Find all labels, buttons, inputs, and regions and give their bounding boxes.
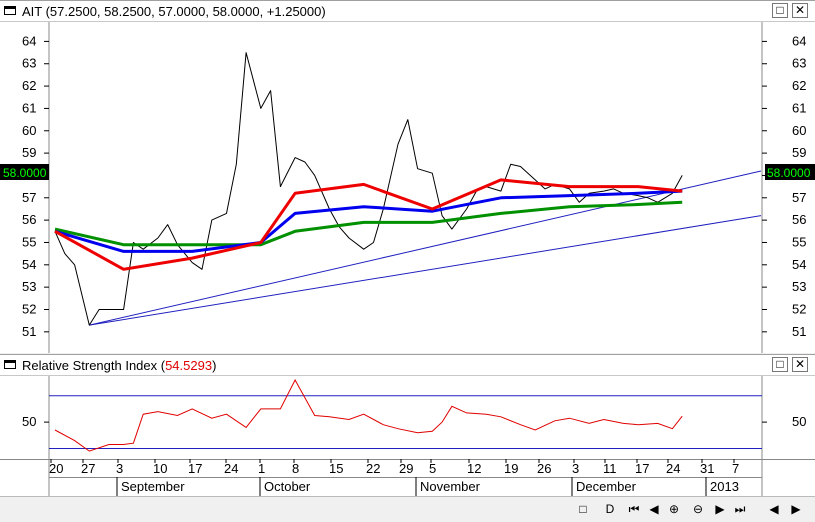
y-tick-label-left: 57 xyxy=(22,190,36,205)
rsi-line xyxy=(54,378,683,452)
window-icon xyxy=(4,6,16,15)
last-value-label-left: 58.0000 xyxy=(0,164,49,180)
last-value-label-right: 58.0000 xyxy=(765,164,815,180)
y-tick-label-left: 56 xyxy=(22,212,36,227)
x-tick-label: 12 xyxy=(467,461,481,476)
x-tick-label: 24 xyxy=(224,461,238,476)
rsi-tick-label-left: 50 xyxy=(22,414,36,429)
rsi-pane-title: Relative Strength Index (54.5293) xyxy=(22,358,216,373)
x-tick-label: 19 xyxy=(504,461,518,476)
x-tick-label: 26 xyxy=(537,461,551,476)
window-icon xyxy=(4,360,16,369)
x-tick-label: 10 xyxy=(153,461,167,476)
x-tick-label: 3 xyxy=(572,461,579,476)
y-tick-label-left: 51 xyxy=(22,324,36,339)
maximize-button[interactable]: □ xyxy=(772,3,788,18)
scroll-left-button[interactable]: ◀ xyxy=(649,502,659,516)
y-tick-label-left: 55 xyxy=(22,234,36,249)
y-tick-label-left: 54 xyxy=(22,257,36,272)
x-tick-label: 27 xyxy=(81,461,95,476)
scroll-to-start-button[interactable]: ⏮ xyxy=(628,502,640,516)
month-label: September xyxy=(121,479,185,494)
rsi-chart[interactable]: 50 50 xyxy=(0,376,815,459)
month-label: November xyxy=(420,479,481,494)
y-tick-label-left: 63 xyxy=(22,56,36,71)
pan-right-button[interactable]: ▶ xyxy=(791,502,801,516)
trendline-1 xyxy=(89,215,762,326)
y-tick-label-left: 59 xyxy=(22,145,36,160)
y-tick-label-right: 61 xyxy=(792,100,806,115)
x-axis: 20 27 3 10 17 24 1 8 15 22 29 5 12 19 26 3 11 17 24 31 7 Sep… xyxy=(0,459,815,496)
trendline-2 xyxy=(89,170,762,326)
toggle-panel-button[interactable]: □ xyxy=(579,502,587,516)
x-tick-label: 20 xyxy=(49,461,63,476)
x-tick-label: 11 xyxy=(603,461,617,476)
y-tick-label-right: 57 xyxy=(792,190,806,205)
y-tick-label-right: 55 xyxy=(792,234,806,249)
x-tick-label: 17 xyxy=(188,461,202,476)
x-tick-label: 29 xyxy=(399,461,413,476)
maximize-button[interactable]: □ xyxy=(772,357,788,372)
rsi-pane: Relative Strength Index (54.5293) □ ✕ 50… xyxy=(0,354,815,459)
y-tick-label-left: 64 xyxy=(22,33,36,48)
rsi-title-prefix: Relative Strength Index ( xyxy=(22,358,166,373)
moving-average-green-line xyxy=(54,200,683,247)
y-tick-label-right: 62 xyxy=(792,78,806,93)
last-value-left: 58.0000 xyxy=(3,166,47,180)
y-tick-label-right: 52 xyxy=(792,301,806,316)
x-tick-label: 22 xyxy=(366,461,380,476)
moving-average-red-line xyxy=(54,178,683,271)
month-label: October xyxy=(264,479,311,494)
x-tick-label: 8 xyxy=(292,461,299,476)
close-button[interactable]: ✕ xyxy=(792,357,808,372)
price-pane-titlebar: AIT (57.2500, 58.2500, 57.0000, 58.0000,… xyxy=(0,1,815,22)
x-tick-label: 7 xyxy=(732,461,739,476)
rsi-pane-titlebar: Relative Strength Index (54.5293) □ ✕ xyxy=(0,355,815,376)
y-tick-label-left: 60 xyxy=(22,123,36,138)
y-tick-label-right: 56 xyxy=(792,212,806,227)
y-tick-label-right: 63 xyxy=(792,56,806,71)
x-tick-label: 31 xyxy=(700,461,714,476)
rsi-title-suffix: ) xyxy=(212,358,217,373)
price-line xyxy=(54,52,683,326)
last-value-right: 58.0000 xyxy=(767,166,811,180)
moving-average-blue-line xyxy=(54,189,683,253)
y-tick-label-right: 60 xyxy=(792,123,806,138)
navigation-bar: □ D ⏮ ◀ ⊕ ⊖ ▶ ⏭ ◀ ▶ xyxy=(0,496,815,522)
y-tick-label-right: 59 xyxy=(792,145,806,160)
y-tick-label-right: 53 xyxy=(792,279,806,294)
zoom-in-button[interactable]: ⊕ xyxy=(668,502,680,516)
scroll-right-button[interactable]: ▶ xyxy=(715,502,725,516)
x-tick-label: 17 xyxy=(635,461,649,476)
y-tick-label-right: 64 xyxy=(792,33,806,48)
x-tick-label: 1 xyxy=(258,461,265,476)
price-pane: AIT (57.2500, 58.2500, 57.0000, 58.0000,… xyxy=(0,0,815,353)
scroll-to-end-button[interactable]: ⏭ xyxy=(734,502,746,516)
rsi-value: 54.5293 xyxy=(165,358,213,373)
zoom-out-button[interactable]: ⊖ xyxy=(692,502,704,516)
y-tick-label-right: 51 xyxy=(792,324,806,339)
rsi-tick-label-right: 50 xyxy=(792,414,806,429)
close-button[interactable]: ✕ xyxy=(792,3,808,18)
month-label: December xyxy=(576,479,637,494)
y-tick-label-left: 53 xyxy=(22,279,36,294)
y-tick-label-right: 54 xyxy=(792,257,806,272)
x-tick-label: 24 xyxy=(666,461,680,476)
y-tick-label-left: 62 xyxy=(22,78,36,93)
x-tick-label: 15 xyxy=(329,461,343,476)
x-tick-label: 3 xyxy=(116,461,123,476)
price-pane-title: AIT (57.2500, 58.2500, 57.0000, 58.0000,… xyxy=(22,4,326,19)
daily-period-button[interactable]: D xyxy=(605,502,615,516)
x-tick-label: 5 xyxy=(429,461,436,476)
month-label: 2013 xyxy=(710,479,739,494)
pan-left-button[interactable]: ◀ xyxy=(769,502,779,516)
y-tick-label-left: 52 xyxy=(22,301,36,316)
price-chart[interactable]: 6464636362626161606059595858575756565555… xyxy=(0,22,815,353)
y-tick-label-left: 61 xyxy=(22,100,36,115)
